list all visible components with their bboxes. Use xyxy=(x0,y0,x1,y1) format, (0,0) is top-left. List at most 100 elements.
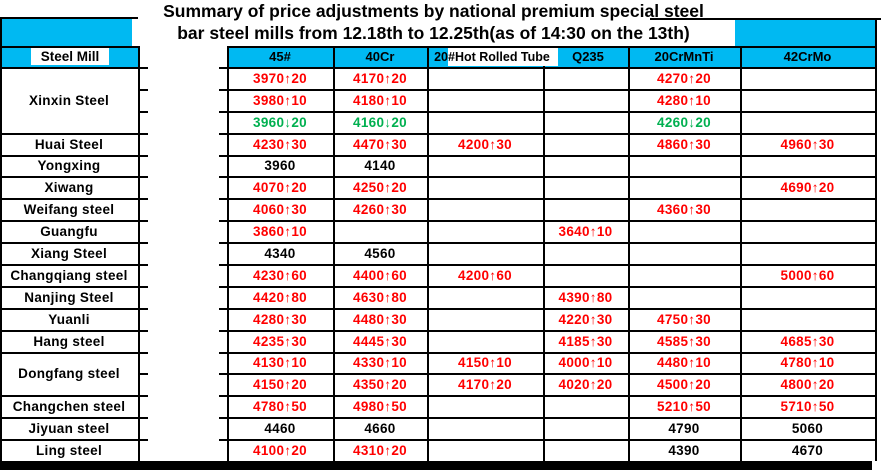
title-line-1: Summary of price adjustments by national… xyxy=(163,1,704,21)
grid-hline xyxy=(227,395,875,398)
grid-hline xyxy=(227,329,875,332)
price-cell: 4260↓20 xyxy=(657,114,711,130)
grid-hline-stub xyxy=(140,110,148,113)
grid-hline xyxy=(227,285,875,288)
grid-hline xyxy=(0,176,140,179)
grid-hline-stub xyxy=(140,264,148,266)
price-cell: 3980↑10 xyxy=(253,92,307,108)
price-cell: 4460 xyxy=(264,421,296,437)
price-cell: 4780↑10 xyxy=(780,355,835,371)
title-line-2: bar steel mills from 12.18th to 12.25th(… xyxy=(177,23,690,43)
price-cell: 4800↑20 xyxy=(780,377,835,393)
grid-hline xyxy=(0,132,140,135)
price-cell: 4585↑30 xyxy=(657,333,711,349)
grid-vline xyxy=(628,46,630,461)
table-title: Summary of price adjustments by national… xyxy=(132,0,735,46)
price-cell: 4250↑20 xyxy=(353,180,407,196)
price-cell: 4685↑30 xyxy=(780,333,835,349)
price-cell: 4150↑20 xyxy=(253,377,307,393)
mill-name: Guangfu xyxy=(40,224,98,240)
mill-name: Hang steel xyxy=(33,333,105,349)
mill-name: Xinxin Steel xyxy=(28,92,110,108)
mill-name: Ling steel xyxy=(35,443,102,459)
grid-hline-stub xyxy=(140,285,148,288)
top-right-cyan-block xyxy=(735,20,875,46)
grid-hline xyxy=(0,395,140,398)
grid-hline xyxy=(227,351,875,354)
price-cell: 4330↑10 xyxy=(353,355,407,371)
price-cell: 4180↑10 xyxy=(353,92,407,108)
price-cell: 4670 xyxy=(791,443,824,459)
grid-hline-stub xyxy=(219,176,227,179)
price-cell: 4400↑60 xyxy=(353,267,407,283)
mill-name: Dongfang steel xyxy=(18,366,120,382)
grid-hline xyxy=(0,220,140,223)
grid-hline-stub xyxy=(219,88,227,91)
grid-hline-stub xyxy=(219,198,227,201)
price-cell: 4280↑30 xyxy=(253,311,307,327)
price-cell: 3860↑10 xyxy=(253,224,307,240)
grid-hline-stub xyxy=(140,351,148,354)
grid-hline-stub xyxy=(219,110,227,113)
price-cell: 4270↑20 xyxy=(657,70,711,86)
mill-name: Changchen steel xyxy=(12,399,126,415)
price-cell: 4340 xyxy=(264,246,296,262)
price-cell: 5710↑50 xyxy=(780,399,835,415)
price-cell: 4560 xyxy=(364,246,396,262)
grid-hline xyxy=(0,285,140,288)
header-42crmo: 42CrMo xyxy=(783,49,832,64)
mill-name: Weifang steel xyxy=(23,202,115,218)
grid-hline xyxy=(227,110,875,113)
grid-hline-stub xyxy=(219,417,227,420)
grid-hline-stub xyxy=(140,67,148,69)
header-steel-mill: Steel Mill xyxy=(0,46,140,67)
grid-hline xyxy=(227,176,875,179)
grid-hline-stub xyxy=(140,88,148,91)
price-cell: 3960 xyxy=(264,158,296,174)
grid-vline xyxy=(543,46,545,461)
price-cell: 4060↑30 xyxy=(253,202,307,218)
price-cell: 4310↑20 xyxy=(353,443,407,459)
mill-name: Changqiang steel xyxy=(10,267,128,283)
grid-hline xyxy=(0,154,140,157)
grid-hline xyxy=(0,46,140,48)
price-cell: 5000↑60 xyxy=(780,267,835,283)
mill-name: Xiang Steel xyxy=(30,246,108,262)
price-cell: 3640↑10 xyxy=(558,224,613,240)
price-cell: 4630↑80 xyxy=(353,289,407,305)
price-cell: 4140 xyxy=(364,158,396,174)
grid-hline xyxy=(227,46,875,48)
grid-hline-stub xyxy=(219,220,227,223)
price-cell: 4020↑20 xyxy=(558,377,613,393)
grid-vline xyxy=(427,46,429,461)
sheet-left-border xyxy=(0,17,2,461)
price-cell: 5210↑50 xyxy=(657,399,711,415)
price-cell: 4960↑30 xyxy=(780,136,835,152)
price-cell: 4200↑30 xyxy=(458,136,512,152)
price-cell: 4160↓20 xyxy=(353,114,407,130)
price-cell: 4150↑10 xyxy=(458,355,512,371)
grid-hline-stub xyxy=(219,307,227,310)
mill-name: Jiyuan steel xyxy=(28,421,110,437)
grid-vline xyxy=(138,46,140,461)
price-cell: 4100↑20 xyxy=(253,443,307,459)
grid-hline xyxy=(0,67,140,69)
mill-name: Yuanli xyxy=(48,311,90,327)
grid-hline-stub xyxy=(140,154,148,157)
grid-hline-stub xyxy=(140,417,148,420)
grid-hline-stub xyxy=(140,395,148,398)
price-cell: 3960↓20 xyxy=(253,114,307,130)
grid-hline-stub xyxy=(219,264,227,266)
price-cell: 4790 xyxy=(668,421,700,437)
price-cell: 4070↑20 xyxy=(253,180,307,196)
top-right-border xyxy=(650,18,881,20)
grid-hline-stub xyxy=(219,329,227,332)
mill-name: Nanjing Steel xyxy=(24,289,114,305)
grid-hline-stub xyxy=(219,395,227,398)
grid-hline xyxy=(0,264,140,266)
grid-hline xyxy=(227,307,875,310)
price-cell: 4230↑60 xyxy=(253,267,307,283)
price-cell: 4280↑10 xyxy=(657,92,711,108)
top-left-cyan-block xyxy=(0,19,138,46)
